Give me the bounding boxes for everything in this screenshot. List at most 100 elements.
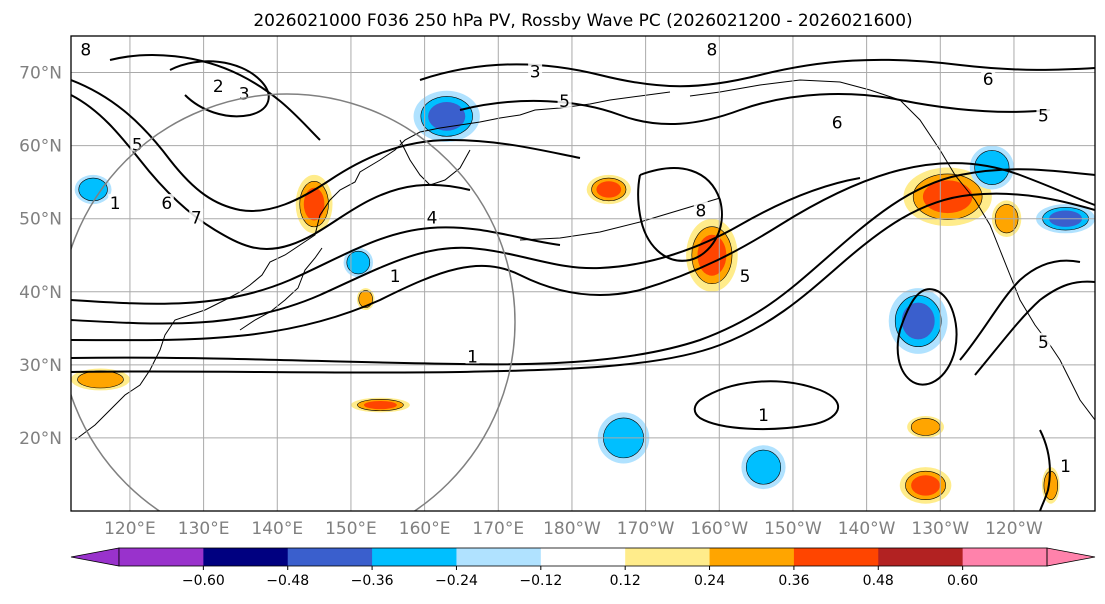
anomaly-ne-pacific-negative bbox=[888, 288, 948, 354]
anomaly-level bbox=[303, 187, 325, 221]
alaska-islands bbox=[519, 197, 721, 241]
contour-label-bg bbox=[693, 201, 708, 218]
colorbar-tick-label: −0.24 bbox=[435, 573, 478, 589]
contour-label-bg bbox=[756, 406, 771, 422]
pv-contours bbox=[71, 54, 1095, 511]
contour-label-bg bbox=[108, 194, 123, 211]
contour-label-bg bbox=[189, 208, 204, 225]
contour-label-bg bbox=[704, 40, 719, 57]
colorbar-extend-under bbox=[70, 547, 120, 567]
contour-label-bg bbox=[388, 267, 403, 284]
contour-label: 6 bbox=[161, 194, 172, 214]
pv-contour-1a bbox=[71, 168, 1095, 366]
anomaly-nw-negative bbox=[74, 174, 112, 205]
anomaly-level bbox=[911, 475, 941, 496]
contour-label-bg bbox=[738, 267, 753, 284]
anomaly-ne-pacific-positive-small bbox=[907, 416, 944, 438]
latitude-labels: 70°N 60°N 50°N 40°N 30°N 20°N bbox=[19, 64, 62, 449]
lon-tick-label: 130°W bbox=[911, 519, 969, 539]
lon-tick-label: 180°W bbox=[543, 519, 601, 539]
contour-label: 2 bbox=[213, 77, 224, 97]
lon-tick-label: 140°W bbox=[838, 519, 896, 539]
lon-tick-label: 130°E bbox=[178, 519, 230, 539]
lon-tick-label: 160°E bbox=[399, 519, 451, 539]
anomaly-tropical-positive-3 bbox=[71, 368, 130, 391]
pv-contour-8 bbox=[169, 60, 270, 118]
contour-label: 1 bbox=[390, 267, 401, 287]
colorbar-tick-label: −0.48 bbox=[266, 573, 309, 589]
anomaly-bering-positive bbox=[586, 174, 631, 205]
pv-contour-5 bbox=[71, 94, 471, 251]
colorbar-segment bbox=[119, 548, 204, 566]
anomaly-level bbox=[77, 370, 124, 389]
pv-contour-4 bbox=[71, 226, 561, 305]
contour-label-bg bbox=[830, 113, 845, 130]
anomaly-level bbox=[363, 400, 397, 410]
contour-label-bg bbox=[424, 208, 439, 225]
contour-label-bg bbox=[237, 84, 252, 101]
contour-label-bg bbox=[78, 40, 93, 57]
lon-tick-label: 150°W bbox=[764, 519, 822, 539]
contour-label: 1 bbox=[467, 348, 478, 368]
colorbar-segment bbox=[793, 548, 879, 566]
lon-tick-label: 160°W bbox=[690, 519, 748, 539]
anomaly-gulf-alaska-positive bbox=[903, 167, 992, 226]
anomaly-level bbox=[910, 418, 941, 436]
anomaly-level bbox=[78, 177, 108, 202]
lon-tick-label: 150°E bbox=[325, 519, 377, 539]
contour-label: 6 bbox=[832, 114, 843, 134]
anomaly-level bbox=[428, 102, 466, 131]
anomaly-level bbox=[346, 250, 371, 275]
colorbar-segment bbox=[203, 548, 289, 566]
contour-label-bg bbox=[1036, 332, 1051, 349]
colorbar-tick-label: 0.48 bbox=[863, 573, 894, 589]
colorbar-tick-label: −0.36 bbox=[351, 573, 394, 589]
contour-label: 5 bbox=[740, 267, 751, 287]
map-frame bbox=[70, 35, 1096, 512]
lon-tick-label: 120°E bbox=[104, 519, 156, 539]
contour-label: 8 bbox=[707, 41, 718, 61]
colorbar-segment bbox=[456, 548, 542, 566]
contour-label: 1 bbox=[758, 406, 769, 426]
pv-contour-1b bbox=[71, 192, 1095, 374]
colorbar-tick-label: 0.12 bbox=[610, 573, 641, 589]
contour-label-bg bbox=[1036, 106, 1051, 123]
pv-contour-11 bbox=[637, 167, 723, 262]
anomaly-level bbox=[745, 449, 782, 485]
contour-label-bg bbox=[159, 194, 174, 211]
pv-contour-6 bbox=[71, 79, 581, 212]
colorbar-segment bbox=[540, 548, 626, 566]
anomaly-shading bbox=[71, 90, 1095, 504]
contour-label-bg bbox=[981, 69, 996, 86]
anomaly-level bbox=[922, 180, 973, 214]
coastlines bbox=[74, 79, 1095, 441]
contour-label-bg bbox=[211, 77, 226, 94]
colorbar-tick-label: −0.60 bbox=[182, 573, 225, 589]
lat-tick-label: 50°N bbox=[19, 210, 62, 230]
contour-label: 1 bbox=[110, 194, 121, 214]
chart-title: 2026021000 F036 250 hPa PV, Rossby Wave … bbox=[253, 11, 912, 31]
lat-tick-label: 30°N bbox=[19, 356, 62, 376]
lat-tick-label: 40°N bbox=[19, 283, 62, 303]
contour-label-bg bbox=[465, 347, 480, 364]
contour-label: 1 bbox=[1060, 457, 1071, 477]
colorbar-frame bbox=[118, 547, 1048, 567]
contour-label: 3 bbox=[530, 63, 541, 83]
lon-tick-label: 140°E bbox=[251, 519, 303, 539]
pv-contour-7 bbox=[109, 54, 321, 141]
colorbar-tick-label: −0.12 bbox=[519, 573, 562, 589]
pv-contour-12 bbox=[693, 380, 840, 431]
contour-label: 7 bbox=[191, 209, 202, 229]
colorbar-tick-label: 0.24 bbox=[694, 573, 725, 589]
contour-label: 5 bbox=[559, 92, 570, 112]
pv-contour-3 bbox=[71, 177, 861, 325]
contour-label: 4 bbox=[427, 209, 438, 229]
analysis-circle bbox=[71, 93, 516, 511]
colorbar-segment bbox=[625, 548, 711, 566]
colorbar-segment bbox=[709, 548, 795, 566]
contour-label-bg bbox=[557, 91, 572, 108]
contour-label-bg bbox=[1058, 457, 1073, 474]
anomaly-level bbox=[901, 302, 935, 340]
lat-tick-label: 20°N bbox=[19, 429, 62, 449]
